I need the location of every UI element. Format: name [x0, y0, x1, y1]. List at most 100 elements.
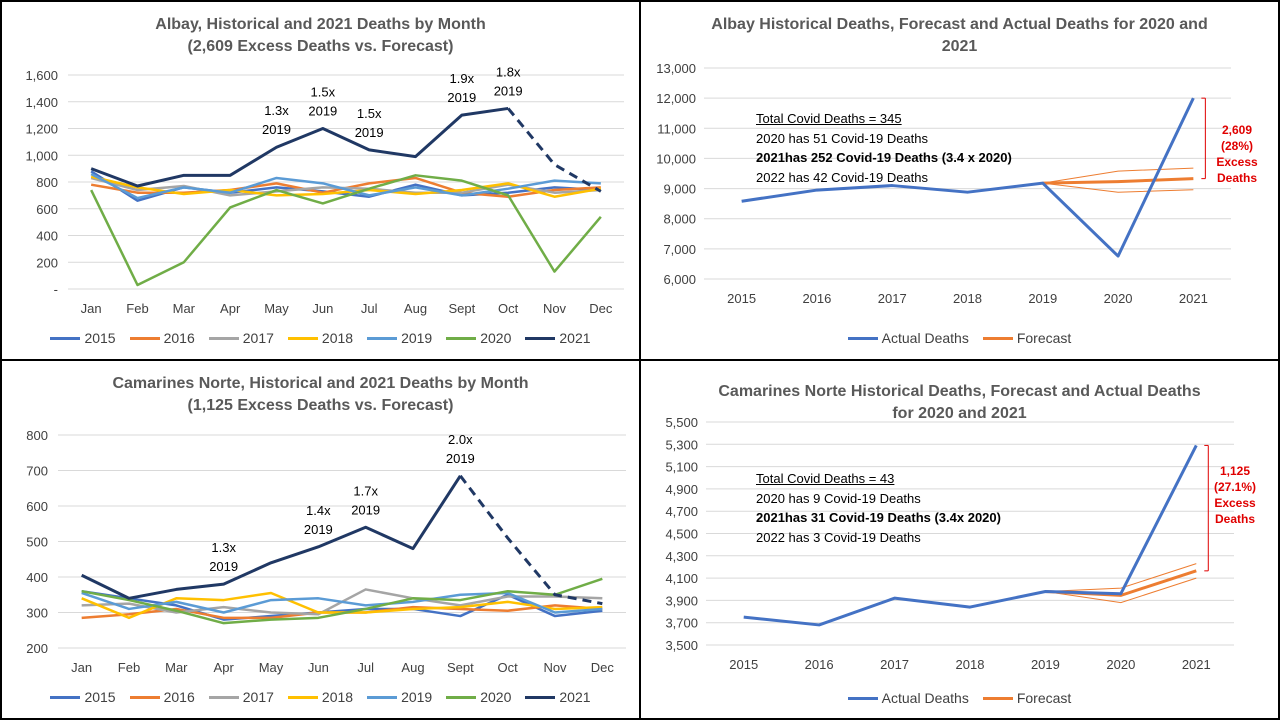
x-tick-label: 2018 — [953, 291, 982, 306]
x-tick-label: 2016 — [802, 291, 831, 306]
x-tick-label: Aug — [404, 301, 427, 316]
y-tick-label: 10,000 — [656, 151, 696, 166]
actual-deaths-line — [741, 97, 1195, 258]
series-line-2019 — [81, 591, 603, 614]
legend-item-2016: 2016 — [129, 330, 195, 346]
notes-2022: 2022 has 42 Covid-19 Deaths — [756, 169, 929, 185]
y-tick-label: 11,000 — [657, 121, 696, 136]
x-tick-label: Jun — [312, 301, 333, 316]
series-line-2018 — [90, 175, 602, 198]
legend-item-2019: 2019 — [367, 689, 432, 705]
x-tick-label: Sept — [448, 301, 475, 316]
y-tick-label: 9,000 — [663, 182, 696, 197]
annotation-base-year: 2019 — [494, 83, 523, 98]
x-tick-label: Dec — [591, 660, 615, 675]
x-tick-label: Apr — [214, 660, 235, 675]
annotation-base-year: 2019 — [447, 90, 476, 105]
y-tick-label: 4,500 — [665, 527, 698, 542]
albay-yearly-plot: 6,000 7,000 8,000 9,000 10,000 11,000 12,000 13… — [656, 61, 1231, 306]
y-tick-label: 600 — [36, 202, 58, 217]
legend-item-2016: 2016 — [129, 689, 195, 705]
notes-2020: 2020 has 9 Covid-19 Deaths — [756, 490, 921, 506]
x-tick-label: 2020 — [1104, 291, 1133, 306]
chart-title: Camarines Norte Historical Deaths, Forec… — [641, 381, 1278, 425]
series-line-2019 — [90, 172, 601, 200]
x-tick-label: Mar — [165, 660, 188, 675]
annotation-base-year: 2019 — [209, 559, 238, 574]
x-tick-label: Apr — [220, 301, 241, 316]
title-line-1: Albay Historical Deaths, Forecast and Ac… — [711, 16, 1208, 33]
x-tick-label: 2017 — [878, 291, 907, 306]
legend-swatch — [982, 336, 1013, 340]
annotation-ratio: 1.9x — [450, 71, 475, 86]
series-line-2020 — [81, 577, 603, 625]
chart-legend: Actual Deaths Forecast — [641, 690, 1278, 706]
notes-2021: 2021has 252 Covid-19 Deaths (3.4 x 2020) — [756, 150, 1012, 165]
annotation-ratio: 1.7x — [353, 483, 378, 498]
series-line-2021 — [90, 106, 509, 188]
x-tick-label: 2021 — [1182, 657, 1211, 672]
y-tick-label: 3,500 — [665, 638, 698, 653]
legend-label: Forecast — [1016, 330, 1072, 346]
x-tick-label: Nov — [543, 301, 567, 316]
legend-label: 2019 — [401, 689, 433, 705]
forecast-line — [1042, 177, 1194, 185]
albay-monthly-plot: - 200 400 600 800 1,000 1,200 1,400 1,600 Jan Feb M… — [25, 64, 624, 316]
annotation-base-year: 2019 — [355, 125, 384, 140]
y-tick-label: 4,100 — [665, 571, 698, 586]
y-tick-label: 400 — [26, 570, 48, 585]
chart-title: Albay Historical Deaths, Forecast and Ac… — [641, 14, 1278, 58]
covid-deaths-notes: Total Covid Deaths = 43 2020 has 9 Covid… — [756, 469, 1001, 547]
x-tick-label: 2017 — [880, 657, 909, 672]
annotation-base-year: 2019 — [446, 451, 475, 466]
forecast-lower-bound — [1045, 577, 1197, 604]
x-tick-label: Nov — [543, 660, 567, 675]
annotation-ratio: 1.5x — [357, 106, 382, 121]
annotation-base-year: 2019 — [304, 522, 333, 537]
y-tick-label: 7,000 — [663, 242, 696, 257]
legend-swatch — [525, 336, 556, 340]
x-tick-label: Oct — [498, 301, 519, 316]
y-tick-label: 800 — [36, 175, 58, 190]
x-tick-label: 2021 — [1179, 291, 1208, 306]
legend-item-forecast: Forecast — [982, 330, 1072, 346]
y-tick-label: 12,000 — [656, 91, 696, 106]
y-tick-label: 6,000 — [663, 272, 696, 287]
legend-swatch — [287, 695, 318, 699]
x-tick-label: Feb — [126, 301, 148, 316]
legend-item-2018: 2018 — [287, 330, 354, 346]
albay-yearly-chart-panel: Albay Historical Deaths, Forecast and Ac… — [639, 0, 1280, 361]
legend-label: 2021 — [559, 689, 591, 705]
legend-item-2020: 2020 — [446, 689, 511, 705]
x-tick-label: 2019 — [1031, 657, 1060, 672]
legend-item-2017: 2017 — [208, 689, 274, 705]
deaths-word: Deaths — [1216, 171, 1257, 185]
x-tick-label: May — [264, 301, 289, 316]
title-line-2: for 2020 and 2021 — [892, 405, 1027, 422]
legend-label: 2016 — [163, 330, 195, 346]
series-dashed-2021 — [459, 474, 603, 606]
legend-item-2021: 2021 — [525, 689, 591, 705]
legend-label: 2021 — [559, 330, 591, 346]
y-tick-label: 13,000 — [656, 61, 696, 76]
y-tick-label: 600 — [26, 499, 48, 514]
legend-swatch — [50, 336, 81, 340]
legend-label: 2020 — [480, 689, 512, 705]
legend-label: 2020 — [480, 330, 512, 346]
legend-label: Forecast — [1016, 690, 1072, 706]
legend-item-2021: 2021 — [525, 330, 591, 346]
actual-deaths-line — [743, 444, 1198, 627]
legend-swatch — [129, 336, 160, 340]
camarines-monthly-chart-panel: Camarines Norte, Historical and 2021 Dea… — [0, 359, 641, 720]
y-tick-label: 800 — [26, 428, 48, 443]
y-tick-label: 3,900 — [665, 593, 698, 608]
y-tick-label: 3,700 — [665, 616, 698, 631]
excess-count: 1,125 — [1219, 464, 1251, 478]
legend-label: 2018 — [321, 330, 354, 346]
y-tick-label: - — [54, 282, 58, 297]
legend-label: Actual Deaths — [881, 330, 969, 346]
x-tick-label: 2015 — [727, 291, 756, 306]
legend-item-actual-deaths: Actual Deaths — [847, 690, 969, 706]
y-tick-label: 200 — [26, 641, 48, 656]
y-tick-label: 1,000 — [25, 148, 58, 163]
